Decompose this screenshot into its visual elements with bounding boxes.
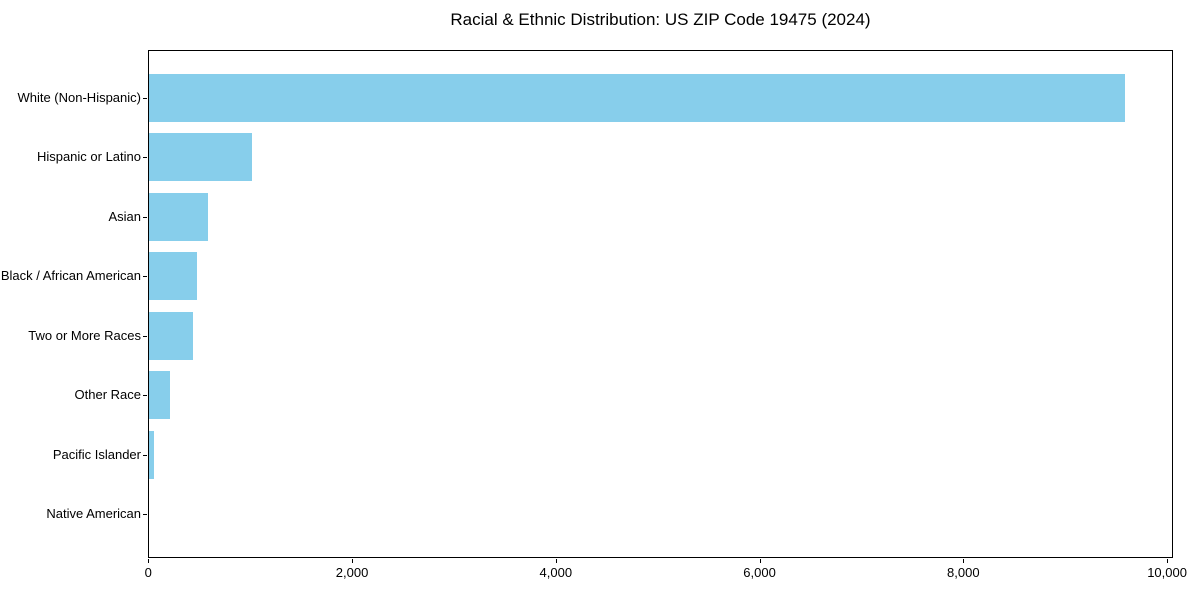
plot-area (148, 50, 1173, 558)
y-tick-label: Pacific Islander (52, 446, 141, 462)
y-tick-mark (143, 217, 147, 218)
x-tick-label: 10,000 (1147, 565, 1187, 580)
x-tick-mark (148, 559, 150, 563)
x-tick-label: 2,000 (335, 565, 369, 580)
y-tick-mark (143, 157, 147, 158)
bar (149, 371, 170, 420)
y-tick-mark (143, 98, 147, 99)
bar (149, 73, 1125, 122)
x-tick-label: 0 (144, 565, 152, 580)
x-tick-mark (963, 559, 965, 563)
y-tick-mark (143, 514, 147, 515)
bar (149, 133, 253, 182)
x-tick-mark (759, 559, 761, 563)
y-tick-label: Native American (46, 506, 141, 522)
x-tick-label: 6,000 (743, 565, 776, 580)
chart-title: Racial & Ethnic Distribution: US ZIP Cod… (450, 10, 871, 29)
y-tick-label: Hispanic or Latino (36, 149, 141, 165)
bar (149, 252, 197, 301)
y-tick-label: Asian (108, 208, 141, 224)
bar (149, 311, 194, 360)
x-tick-mark (352, 559, 354, 563)
y-tick-label: White (Non-Hispanic) (17, 89, 141, 105)
y-tick-label: Other Race (74, 387, 141, 403)
x-tick-mark (1167, 559, 1169, 563)
x-tick-label: 8,000 (947, 565, 980, 580)
bar (149, 430, 155, 479)
y-tick-label: Black / African American (0, 268, 141, 284)
bar (149, 192, 209, 241)
x-tick-mark (555, 559, 557, 563)
y-tick-mark (143, 336, 147, 337)
y-tick-label: Two or More Races (28, 327, 141, 343)
x-tick-label: 4,000 (539, 565, 573, 580)
y-tick-mark (143, 455, 147, 456)
y-tick-mark (143, 276, 147, 277)
y-tick-mark (143, 395, 147, 396)
